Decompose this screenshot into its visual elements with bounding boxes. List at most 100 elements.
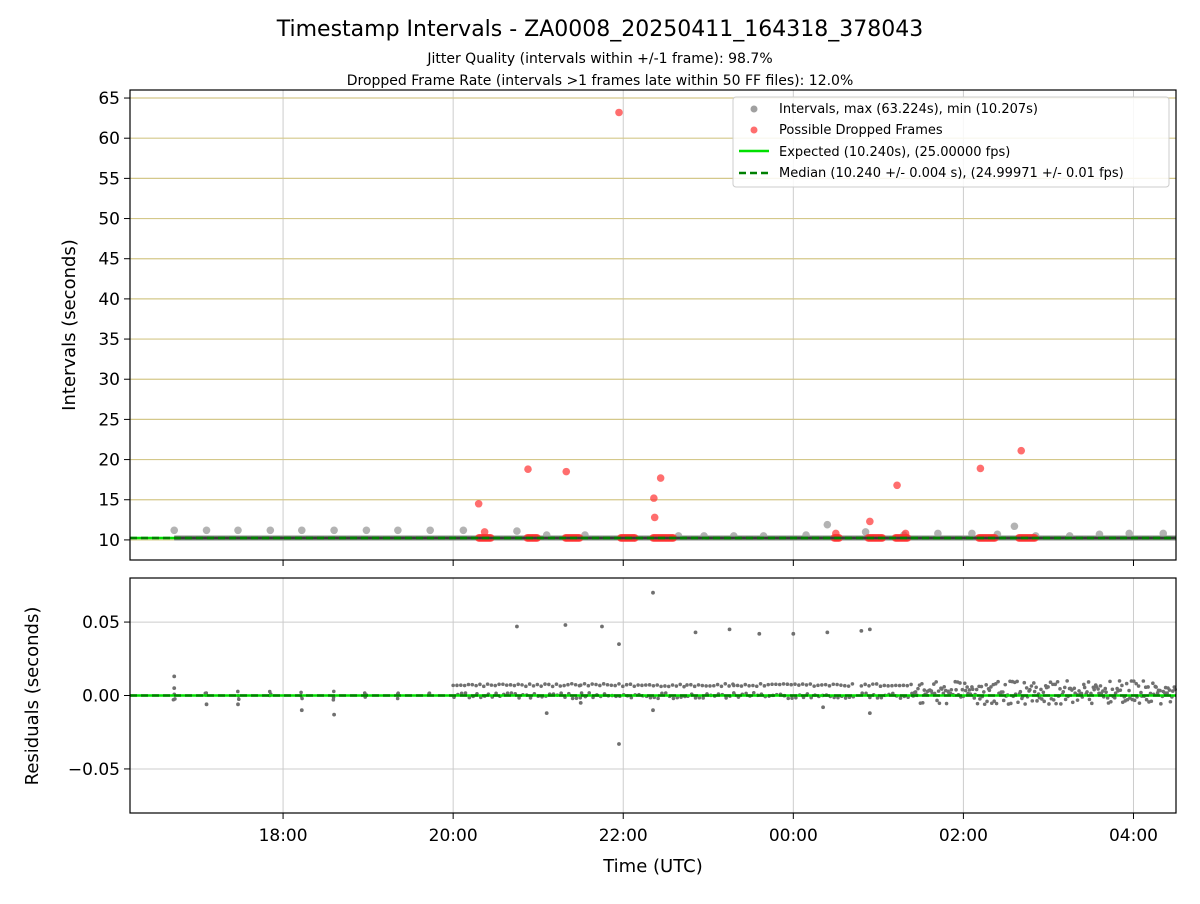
residual-point <box>735 683 740 688</box>
residual-point <box>578 683 583 687</box>
residual-point <box>598 683 602 688</box>
residual-point <box>462 683 467 688</box>
interval-point <box>968 529 976 538</box>
residual-point <box>970 687 975 692</box>
residual-outlier-point <box>515 624 519 629</box>
residual-point <box>754 684 759 689</box>
dropped-frame-point <box>656 474 665 482</box>
residual-point <box>427 691 432 695</box>
residual-point <box>739 684 744 688</box>
residual-point <box>621 684 625 689</box>
residual-point <box>1101 689 1105 693</box>
residual-outlier-point <box>299 708 304 713</box>
bottom-y-tick-label: 0.05 <box>82 613 120 633</box>
residual-point <box>528 696 533 700</box>
residual-point <box>494 691 498 696</box>
residual-point <box>901 683 906 688</box>
residual-point <box>719 684 724 689</box>
residual-point <box>882 683 887 688</box>
residual-point <box>1087 697 1092 702</box>
residual-point <box>701 696 705 700</box>
residual-point <box>770 682 774 687</box>
residual-point <box>1096 687 1100 691</box>
bottom-y-tick-label: −0.05 <box>68 760 120 780</box>
residual-point <box>640 683 644 688</box>
residual-point <box>700 683 705 688</box>
top-y-tick-label: 20 <box>98 451 120 471</box>
residual-point <box>1058 687 1062 691</box>
residual-point <box>331 689 336 694</box>
residual-point <box>1009 701 1013 706</box>
top-axes-frame <box>129 89 1177 561</box>
residual-point <box>874 682 879 686</box>
residual-point <box>501 682 505 687</box>
residual-outlier-point <box>693 630 698 635</box>
interval-point <box>394 526 402 535</box>
residual-point <box>920 681 924 686</box>
residual-point <box>1092 687 1096 692</box>
top-y-tick-label: 40 <box>98 290 120 310</box>
residual-point <box>944 701 949 706</box>
residual-point <box>993 682 998 686</box>
x-tick-label: 18:00 <box>259 826 308 846</box>
residual-point <box>984 683 988 687</box>
residual-point <box>994 701 999 706</box>
residual-point <box>1024 686 1029 690</box>
residual-point <box>573 682 578 687</box>
bottom-y-tick-label: 0.00 <box>82 687 120 707</box>
dropped-frame-point <box>901 529 910 538</box>
residual-point <box>574 696 579 701</box>
residual-point <box>1001 698 1006 703</box>
dropped-frame-point <box>866 517 874 526</box>
residual-point <box>1018 689 1023 694</box>
residual-point <box>850 682 855 686</box>
dropped-frame-point <box>976 464 985 473</box>
residual-point <box>1113 691 1118 695</box>
residual-point <box>505 691 510 695</box>
interval-point <box>170 526 179 535</box>
residual-point <box>831 682 836 687</box>
residual-point <box>1055 680 1060 684</box>
residual-outlier-point <box>727 627 732 632</box>
residual-point <box>689 682 693 687</box>
residual-point <box>1029 684 1034 688</box>
residual-point <box>586 683 591 688</box>
residual-point <box>860 691 864 695</box>
residual-point <box>1149 699 1154 704</box>
top-y-tick-label: 10 <box>98 531 120 551</box>
residual-point <box>1003 682 1008 687</box>
residual-point <box>727 684 731 688</box>
x-tick-label: 04:00 <box>1109 826 1158 846</box>
residual-point <box>1054 701 1058 706</box>
residual-outlier-point <box>578 700 583 705</box>
residual-point <box>648 695 653 700</box>
residual-point <box>558 684 563 688</box>
residual-point <box>922 688 927 692</box>
residual-point <box>670 683 675 687</box>
residual-point <box>547 682 551 687</box>
residual-point <box>624 682 629 687</box>
bottom-y-axis-label: Residuals (seconds) <box>22 607 43 786</box>
residual-point <box>1077 689 1081 693</box>
residual-point <box>893 683 898 688</box>
residual-point <box>1072 686 1077 691</box>
residual-point <box>1104 690 1108 694</box>
residual-point <box>989 685 993 689</box>
residual-point <box>1108 679 1112 684</box>
residual-point <box>992 699 996 704</box>
residual-point <box>493 683 498 688</box>
top-y-tick-label: 50 <box>98 210 120 230</box>
top-y-tick-label: 30 <box>98 370 120 390</box>
residual-point <box>693 696 698 700</box>
dropped-frame-point <box>832 529 840 538</box>
residual-point <box>1146 685 1150 689</box>
x-ticks: 18:00 20:00 22:00 00:00 02:00 04:00 <box>259 560 1158 846</box>
residual-point <box>1022 680 1027 685</box>
residual-point <box>559 691 563 695</box>
interval-point <box>297 526 306 535</box>
residual-point <box>1070 700 1075 705</box>
residual-point <box>474 683 478 688</box>
residual-point <box>958 681 962 685</box>
residual-point <box>939 687 944 691</box>
residual-point <box>758 681 763 686</box>
